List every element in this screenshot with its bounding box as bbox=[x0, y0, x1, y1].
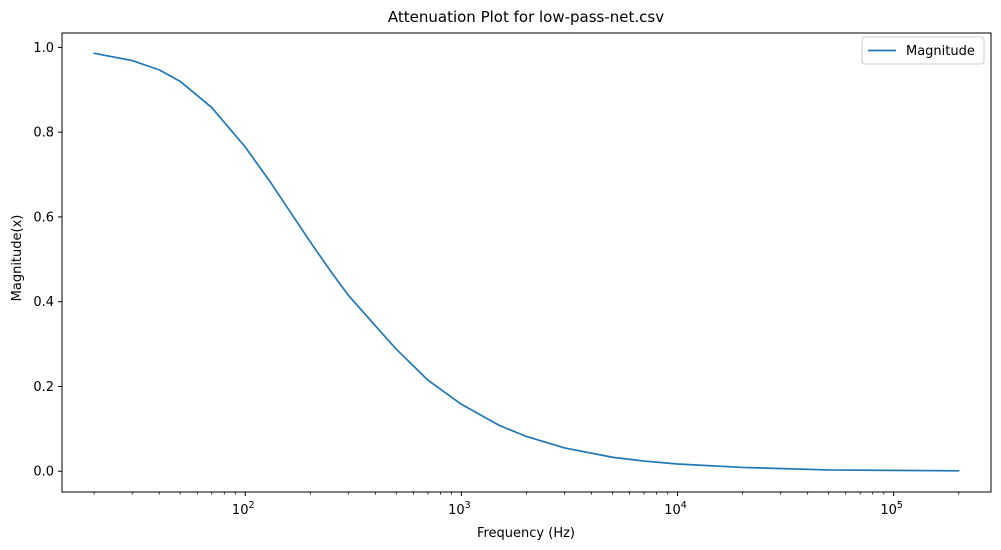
series-line-magnitude bbox=[93, 52, 960, 472]
y-tick-label: 0.2 bbox=[33, 380, 54, 395]
x-tick-label: 102 bbox=[232, 500, 255, 518]
legend-label-magnitude: Magnitude bbox=[906, 44, 975, 59]
x-tick-label: 105 bbox=[880, 500, 903, 518]
x-tick-label: 103 bbox=[448, 500, 471, 518]
chart-title: Attenuation Plot for low-pass-net.csv bbox=[388, 8, 664, 26]
y-tick-label: 0.6 bbox=[33, 210, 54, 225]
legend-box bbox=[861, 36, 985, 65]
y-tick-label: 0.8 bbox=[33, 126, 54, 141]
axes-frame bbox=[61, 32, 992, 493]
plot-area: 0.0 0.2 0.4 0.6 0.8 1.0 102 103 104 105 bbox=[33, 32, 992, 518]
y-tick-label: 0.0 bbox=[33, 465, 54, 480]
y-tick-label: 0.4 bbox=[33, 295, 54, 310]
y-tick-label: 1.0 bbox=[33, 41, 54, 56]
legend: Magnitude bbox=[861, 36, 985, 65]
x-axis-label: Frequency (Hz) bbox=[477, 526, 575, 541]
y-axis-label: Magnitude(x) bbox=[10, 215, 25, 302]
x-tick-label: 104 bbox=[664, 500, 687, 518]
